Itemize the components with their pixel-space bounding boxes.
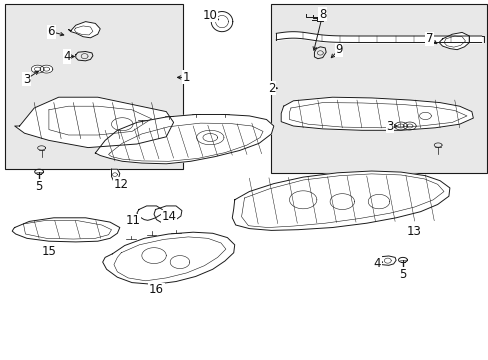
Bar [271, 4, 486, 173]
Text: 5: 5 [35, 180, 43, 193]
Text: 8: 8 [318, 8, 326, 21]
Polygon shape [40, 65, 53, 73]
Text: 11: 11 [125, 214, 140, 227]
Text: 4: 4 [373, 257, 381, 270]
Text: 6: 6 [47, 25, 55, 38]
Polygon shape [394, 122, 407, 130]
Polygon shape [281, 97, 472, 130]
Text: 7: 7 [425, 32, 432, 45]
Polygon shape [403, 122, 415, 130]
Polygon shape [111, 169, 120, 182]
Text: 3: 3 [386, 120, 393, 132]
Text: 3: 3 [22, 73, 30, 86]
Polygon shape [68, 22, 100, 38]
Polygon shape [102, 232, 234, 284]
Polygon shape [137, 206, 162, 220]
Polygon shape [232, 171, 449, 230]
Polygon shape [211, 12, 232, 32]
Text: 1: 1 [183, 71, 190, 84]
Polygon shape [438, 32, 468, 50]
Polygon shape [154, 206, 182, 223]
Text: 16: 16 [149, 283, 163, 296]
Polygon shape [15, 97, 173, 148]
Text: 15: 15 [41, 245, 56, 258]
Polygon shape [95, 114, 273, 164]
Text: 2: 2 [267, 82, 275, 95]
Text: 5: 5 [398, 268, 406, 281]
Text: 14: 14 [161, 210, 176, 223]
Text: 9: 9 [334, 43, 342, 56]
Polygon shape [31, 65, 44, 73]
Bar [5, 4, 183, 169]
Text: 12: 12 [113, 178, 128, 191]
Text: 13: 13 [406, 225, 421, 238]
Text: 4: 4 [63, 50, 71, 63]
Text: 10: 10 [203, 9, 217, 22]
Polygon shape [12, 218, 120, 242]
